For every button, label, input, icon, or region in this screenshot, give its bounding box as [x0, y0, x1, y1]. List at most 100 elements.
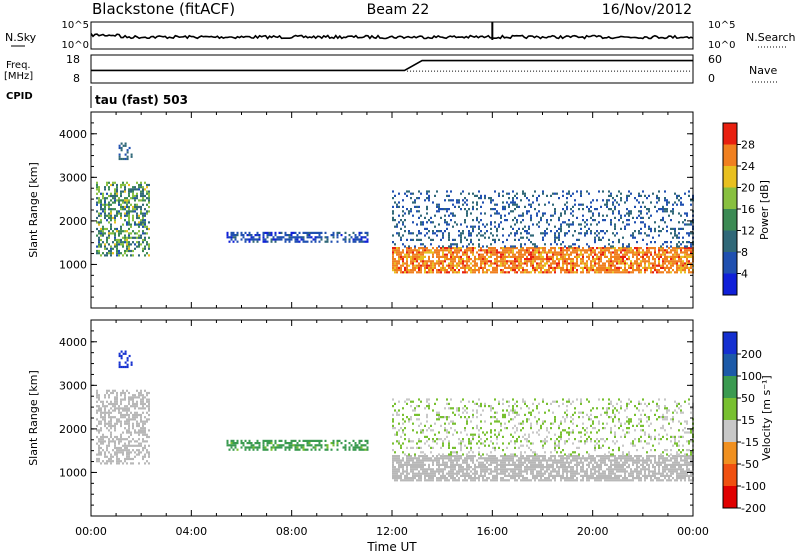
- power-echo-cell: [524, 194, 526, 197]
- velocity-echo-cell: [566, 468, 568, 471]
- power-echo-cell: [656, 264, 658, 267]
- velocity-echo-cell: [128, 429, 130, 432]
- velocity-echo-cell: [256, 439, 259, 442]
- power-echo-cell: [622, 262, 624, 265]
- power-echo-cell: [130, 155, 133, 158]
- velocity-echo-cell: [496, 457, 498, 460]
- velocity-echo-cell: [98, 460, 100, 463]
- power-echo-cell: [302, 231, 305, 234]
- power-echo-cell: [336, 240, 339, 243]
- power-echo-cell: [456, 245, 458, 248]
- velocity-echo-cell: [96, 411, 98, 414]
- power-echo-cell: [648, 264, 650, 267]
- velocity-echo-cell: [458, 477, 460, 480]
- velocity-echo-cell: [394, 455, 396, 458]
- power-echo-cell: [650, 201, 652, 204]
- velocity-echo-cell: [440, 479, 442, 482]
- power-echo-cell: [580, 262, 582, 265]
- power-echo-cell: [546, 271, 548, 274]
- velocity-echo-cell: [132, 402, 134, 406]
- power-echo-cell: [478, 238, 480, 241]
- power-echo-cell: [454, 247, 456, 250]
- power-echo-cell: [532, 223, 534, 226]
- power-echo-cell: [530, 216, 532, 219]
- power-echo-cell: [434, 251, 436, 254]
- velocity-echo-cell: [666, 474, 668, 477]
- velocity-echo-cell: [454, 472, 456, 475]
- power-echo-cell: [340, 234, 343, 237]
- power-echo-cell: [662, 251, 664, 254]
- velocity-echo-cell: [400, 474, 402, 477]
- power-echo-cell: [136, 245, 138, 248]
- velocity-echo-cell: [340, 442, 343, 445]
- velocity-echo-cell: [96, 424, 98, 428]
- velocity-echo-cell: [456, 455, 458, 458]
- power-echo-cell: [596, 266, 598, 269]
- velocity-echo-cell: [456, 463, 458, 466]
- velocity-echo-cell: [486, 457, 488, 460]
- power-echo-cell: [306, 236, 309, 239]
- power-echo-cell: [616, 249, 618, 252]
- power-echo-cell: [502, 205, 504, 208]
- power-echo-cell: [636, 262, 638, 265]
- power-echo-cell: [246, 238, 249, 241]
- velocity-echo-cell: [406, 455, 408, 458]
- velocity-echo-cell: [432, 474, 434, 477]
- colorbar-tick-label: 28: [741, 139, 755, 152]
- velocity-echo-cell: [104, 405, 106, 408]
- power-echo-cell: [316, 236, 319, 239]
- power-echo-cell: [424, 216, 426, 219]
- velocity-echo-cell: [246, 442, 249, 445]
- velocity-echo-cell: [594, 477, 596, 480]
- power-echo-cell: [492, 271, 494, 274]
- power-echo-cell: [394, 201, 396, 204]
- power-echo-cell: [570, 260, 572, 263]
- velocity-echo-cell: [550, 455, 552, 458]
- power-echo-cell: [360, 238, 363, 241]
- power-echo-cell: [674, 253, 676, 256]
- velocity-echo-cell: [624, 463, 626, 466]
- velocity-echo-cell: [504, 472, 506, 475]
- power-echo-cell: [432, 260, 434, 263]
- power-echo-cell: [640, 227, 642, 230]
- power-echo-cell: [574, 264, 576, 267]
- power-echo-cell: [418, 190, 420, 193]
- power-echo-cell: [546, 262, 548, 265]
- velocity-echo-cell: [240, 446, 243, 449]
- power-echo-cell: [420, 238, 422, 241]
- power-echo-cell: [136, 192, 138, 195]
- power-echo-cell: [660, 255, 662, 258]
- velocity-echo-cell: [498, 468, 500, 471]
- velocity-echo-cell: [598, 468, 600, 471]
- velocity-echo-cell: [294, 448, 297, 451]
- velocity-echo-cell: [262, 448, 265, 451]
- power-echo-cell: [536, 247, 538, 250]
- velocity-echo-cell: [102, 435, 104, 439]
- power-echo-cell: [556, 243, 558, 246]
- power-echo-cell: [462, 230, 464, 233]
- power-echo-cell: [678, 236, 680, 239]
- power-echo-cell: [116, 192, 118, 195]
- power-echo-cell: [122, 243, 124, 246]
- power-echo-cell: [448, 251, 450, 254]
- power-echo-cell: [514, 247, 516, 250]
- velocity-echo-cell: [426, 459, 428, 462]
- velocity-echo-cell: [536, 457, 538, 460]
- velocity-echo-cell: [130, 405, 132, 408]
- velocity-echo-cell: [526, 455, 528, 458]
- power-echo-cell: [496, 212, 498, 215]
- velocity-echo-cell: [452, 477, 454, 480]
- power-echo-cell: [138, 241, 140, 244]
- power-echo-cell: [116, 183, 118, 187]
- power-echo-cell: [524, 253, 526, 256]
- velocity-echo-cell: [100, 420, 102, 423]
- power-echo-cell: [136, 212, 138, 215]
- velocity-echo-cell: [470, 479, 472, 482]
- velocity-echo-cell: [132, 400, 134, 403]
- velocity-echo-cell: [586, 472, 588, 475]
- velocity-echo-cell: [484, 463, 486, 466]
- velocity-echo-cell: [524, 459, 526, 462]
- power-echo-cell: [500, 269, 502, 272]
- power-echo-cell: [126, 247, 128, 250]
- power-echo-cell: [402, 199, 404, 202]
